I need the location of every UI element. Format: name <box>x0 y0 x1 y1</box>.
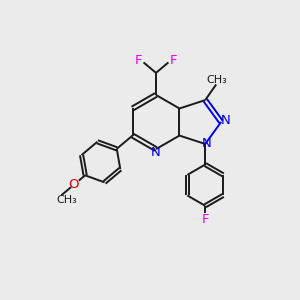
Text: N: N <box>151 146 161 159</box>
Text: F: F <box>134 54 142 67</box>
Text: N: N <box>202 137 211 150</box>
Text: F: F <box>202 212 209 226</box>
Text: CH₃: CH₃ <box>206 75 227 85</box>
Text: O: O <box>69 178 79 191</box>
Text: N: N <box>221 114 230 127</box>
Text: F: F <box>170 54 177 67</box>
Text: CH₃: CH₃ <box>56 194 77 205</box>
